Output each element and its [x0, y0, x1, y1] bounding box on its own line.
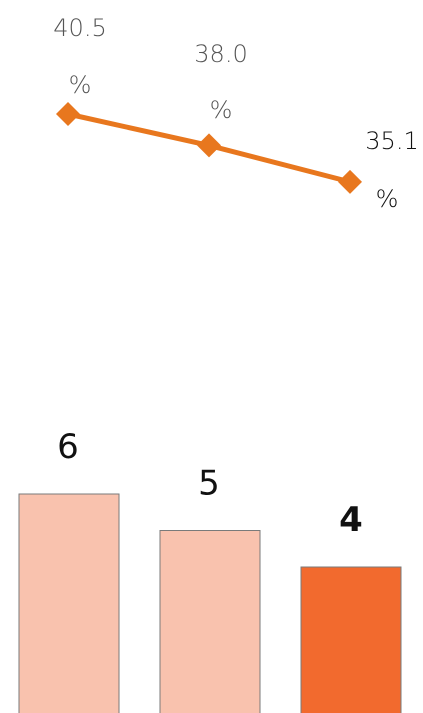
- bar-2: [159, 530, 261, 713]
- line-value-label-2: 38.0: [194, 40, 247, 68]
- bar-value-label-1: 6: [57, 427, 79, 467]
- line-point-3: [338, 169, 362, 194]
- bar-3: [300, 566, 402, 713]
- bar-value-label-2: 5: [198, 464, 220, 504]
- line-value-label-3: 35.1: [365, 127, 418, 155]
- line-unit-label-3: %: [376, 185, 399, 213]
- bar-chart: 6 5 4: [18, 427, 402, 713]
- line-point-2: [197, 133, 221, 158]
- line-unit-label-1: %: [69, 71, 92, 99]
- line-point-1: [56, 102, 80, 126]
- line-unit-label-2: %: [210, 96, 233, 124]
- bar-value-label-3: 4: [339, 500, 363, 540]
- line-value-label-1: 40.5: [53, 14, 106, 42]
- bar-1: [18, 493, 120, 713]
- line-chart: 40.5% 38.0% 35.1%: [53, 14, 418, 213]
